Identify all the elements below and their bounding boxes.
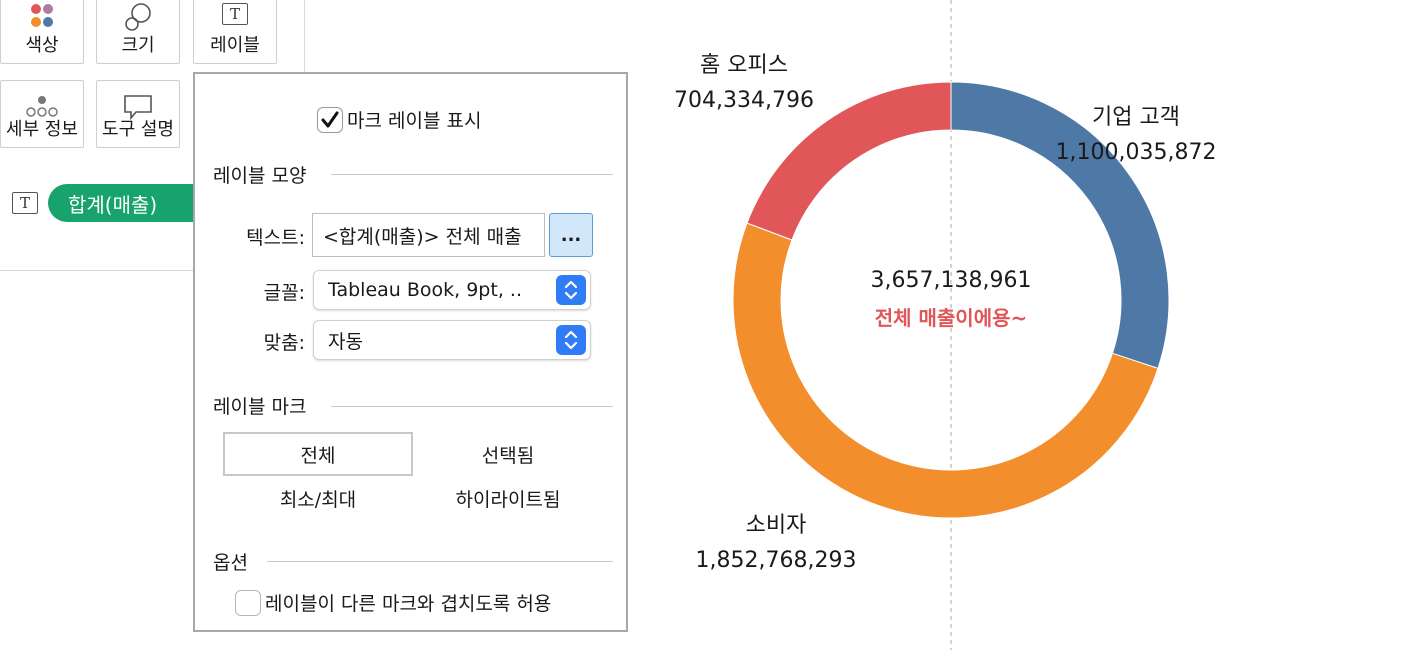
allow-overlap-text: 레이블이 다른 마크와 겹치도록 허용 bbox=[265, 593, 552, 615]
label-settings-popup: 마크 레이블 표시 레이블 모양 텍스트: <합계(매출)> 전체 매출 ...… bbox=[193, 72, 628, 632]
slice-value: 1,852,768,293 bbox=[695, 548, 857, 573]
marks-to-label-section-title: 레이블 마크 bbox=[213, 396, 307, 418]
slice-label-corporate: 기업 고객 1,100,035,872 bbox=[986, 100, 1286, 170]
detail-button[interactable]: 세부 정보 bbox=[0, 80, 84, 148]
detail-dots-icon bbox=[1, 95, 83, 119]
font-field-label: 글꼴: bbox=[263, 282, 305, 304]
slice-label-consumer: 소비자 1,852,768,293 bbox=[626, 508, 926, 578]
appearance-section-title: 레이블 모양 bbox=[213, 165, 307, 187]
alignment-select-value: 자동 bbox=[328, 330, 363, 353]
font-select-value: Tableau Book, 9pt, .. bbox=[328, 279, 522, 301]
color-button-label: 색상 bbox=[25, 35, 59, 56]
text-label-icon: T bbox=[12, 192, 38, 214]
label-field-row: T 합계(매출) bbox=[12, 184, 198, 222]
text-label-icon: T bbox=[194, 3, 276, 25]
slice-category: 홈 오피스 bbox=[700, 53, 788, 78]
donut-chart: 기업 고객 1,100,035,872 소비자 1,852,768,293 홈 … bbox=[306, 0, 1402, 650]
slice-label-home-office: 홈 오피스 704,334,796 bbox=[594, 48, 894, 118]
allow-overlap-row: 레이블이 다른 마크와 겹치도록 허용 bbox=[235, 589, 551, 616]
donut-slice-home-office[interactable] bbox=[746, 81, 952, 241]
options-section-title: 옵션 bbox=[213, 552, 248, 574]
tooltip-speech-icon bbox=[97, 93, 179, 121]
section-divider bbox=[331, 174, 613, 175]
center-total: 3,657,138,961 bbox=[870, 268, 1032, 293]
section-divider bbox=[267, 561, 613, 562]
size-button[interactable]: 크기 bbox=[96, 0, 180, 64]
donut-slice-consumer[interactable] bbox=[732, 222, 1159, 519]
color-dots-icon bbox=[1, 3, 83, 33]
alignment-select[interactable]: 자동 bbox=[313, 320, 591, 360]
slice-category: 기업 고객 bbox=[1092, 105, 1180, 130]
option-all[interactable]: 전체 bbox=[223, 432, 413, 476]
label-button-label: 레이블 bbox=[210, 35, 260, 56]
align-field-label: 맞춤: bbox=[263, 332, 305, 354]
donut-chart-svg bbox=[732, 0, 1170, 650]
label-text-field[interactable]: <합계(매출)> 전체 매출 bbox=[312, 213, 545, 257]
option-min-max[interactable]: 최소/최대 bbox=[279, 488, 357, 511]
chevron-updown-icon bbox=[556, 275, 586, 305]
center-note: 전체 매출이에용~ bbox=[874, 306, 1028, 330]
option-highlighted[interactable]: 하이라이트됨 bbox=[455, 488, 561, 511]
slice-category: 소비자 bbox=[745, 513, 807, 538]
show-labels-row: 마크 레이블 표시 bbox=[317, 106, 481, 133]
slice-value: 1,100,035,872 bbox=[1055, 140, 1217, 165]
allow-overlap-checkbox[interactable] bbox=[235, 589, 261, 616]
tooltip-button[interactable]: 도구 설명 bbox=[96, 80, 180, 148]
show-labels-checkbox[interactable] bbox=[317, 106, 343, 133]
tooltip-button-label: 도구 설명 bbox=[102, 119, 174, 140]
pill-label: 합계(매출) bbox=[68, 192, 158, 217]
color-button[interactable]: 색상 bbox=[0, 0, 84, 64]
show-labels-text: 마크 레이블 표시 bbox=[347, 110, 482, 132]
label-button[interactable]: T 레이블 bbox=[193, 0, 277, 64]
font-select[interactable]: Tableau Book, 9pt, .. bbox=[313, 270, 591, 310]
slice-value: 704,334,796 bbox=[674, 88, 814, 113]
section-divider bbox=[331, 406, 613, 407]
sum-sales-pill[interactable]: 합계(매출) bbox=[48, 184, 198, 222]
size-button-label: 크기 bbox=[121, 35, 155, 56]
size-circles-icon bbox=[97, 3, 179, 33]
edit-label-text-button[interactable]: ... bbox=[549, 213, 593, 257]
detail-button-label: 세부 정보 bbox=[6, 119, 78, 140]
text-field-label: 텍스트: bbox=[246, 227, 305, 249]
checkmark-icon bbox=[321, 111, 339, 127]
option-selected[interactable]: 선택됨 bbox=[481, 444, 535, 467]
chevron-updown-icon bbox=[556, 325, 586, 355]
